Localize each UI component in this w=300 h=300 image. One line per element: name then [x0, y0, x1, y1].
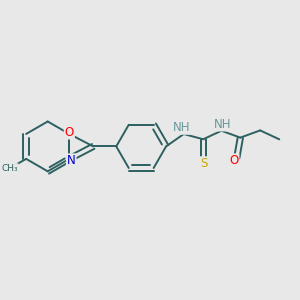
Text: N: N: [67, 154, 76, 167]
Text: CH₃: CH₃: [1, 164, 18, 173]
Text: NH: NH: [173, 121, 190, 134]
Text: O: O: [65, 125, 74, 139]
Text: O: O: [229, 154, 239, 167]
Text: S: S: [200, 157, 208, 170]
Text: NH: NH: [214, 118, 231, 130]
